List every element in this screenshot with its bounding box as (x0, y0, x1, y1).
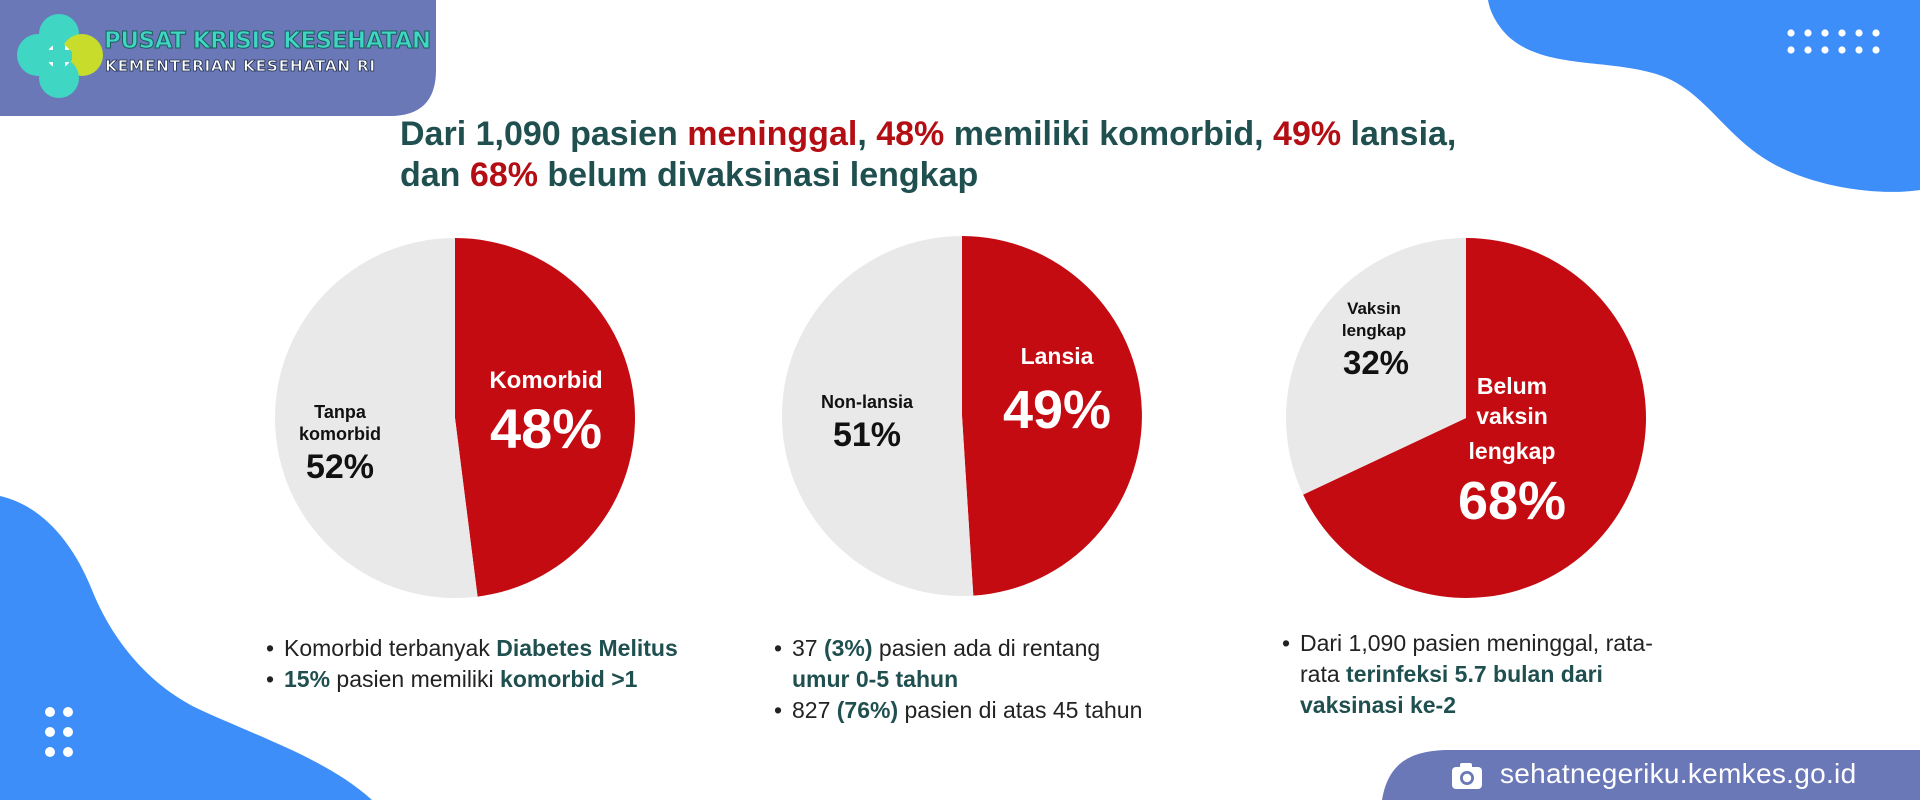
footer-url[interactable]: sehatnegeriku.kemkes.go.id (1500, 758, 1857, 789)
pie-vaksinasi (1285, 238, 1646, 598)
dot-grid-top (1787, 29, 1880, 54)
label-belum-vaksin-3: lengkap (1469, 438, 1556, 464)
brand-subtitle: KEMENTERIAN KESEHATAN RI (105, 57, 376, 76)
brand-title: PUSAT KRISIS KESEHATAN (104, 28, 432, 55)
pct-tanpa-komorbid: 52% (306, 448, 374, 486)
pie-slice-non-lansia (781, 235, 974, 596)
label-vaksin-lengkap-1: Vaksin (1347, 299, 1401, 318)
blob-bottom-left (0, 496, 372, 800)
pie-slice-tanpa-komorbid (274, 237, 478, 599)
pie-komorbid (274, 237, 635, 599)
camera-icon (1452, 763, 1482, 789)
pct-komorbid: 48% (490, 397, 602, 460)
pie-slice-vaksin-lengkap (1285, 238, 1466, 495)
logo-panel (0, 0, 436, 116)
label-belum-vaksin-1: Belum (1477, 373, 1547, 399)
note-item: Dari 1,090 pasien meninggal, rata-rata t… (1282, 628, 1662, 721)
pie-slice-komorbid (455, 238, 635, 597)
pie-slice-belum-vaksin-lengkap (1303, 238, 1646, 598)
label-tanpa-komorbid-1: Tanpa (314, 402, 367, 422)
pie-lansia (781, 235, 1142, 596)
headline-line-2: dan 68% belum divaksinasi lengkap (400, 156, 979, 194)
notes-komorbid: Komorbid terbanyak Diabetes Melitus 15% … (266, 633, 686, 695)
pct-belum-vaksin: 68% (1458, 471, 1566, 531)
pct-lansia: 49% (1003, 380, 1111, 440)
note-item: 37 (3%) pasien ada di rentang umur 0-5 t… (774, 633, 1154, 695)
footer-bar (1382, 750, 1920, 800)
label-komorbid: Komorbid (489, 367, 602, 394)
pie-slice-lansia (962, 236, 1142, 596)
notes-lansia: 37 (3%) pasien ada di rentang umur 0-5 t… (774, 633, 1154, 726)
label-non-lansia: Non-lansia (821, 392, 914, 412)
label-belum-vaksin-2: vaksin (1476, 403, 1548, 429)
headline-line-1: Dari 1,090 pasien meninggal, 48% memilik… (400, 115, 1457, 153)
notes-vaksinasi: Dari 1,090 pasien meninggal, rata-rata t… (1282, 628, 1662, 721)
label-tanpa-komorbid-2: komorbid (299, 424, 381, 444)
dot-grid-bottom (45, 707, 73, 757)
note-item: 827 (76%) pasien di atas 45 tahun (774, 695, 1154, 726)
headline: Dari 1,090 pasien meninggal, 48% memilik… (400, 114, 1600, 196)
label-vaksin-lengkap-2: lengkap (1342, 321, 1406, 340)
pct-vaksin-lengkap: 32% (1343, 344, 1409, 381)
note-item: Komorbid terbanyak Diabetes Melitus (266, 633, 686, 664)
logo-emblem-icon (17, 14, 103, 98)
blob-top-right (1488, 0, 1920, 192)
pct-non-lansia: 51% (833, 416, 901, 454)
note-item: 15% pasien memiliki komorbid >1 (266, 664, 686, 695)
label-lansia: Lansia (1021, 343, 1094, 369)
